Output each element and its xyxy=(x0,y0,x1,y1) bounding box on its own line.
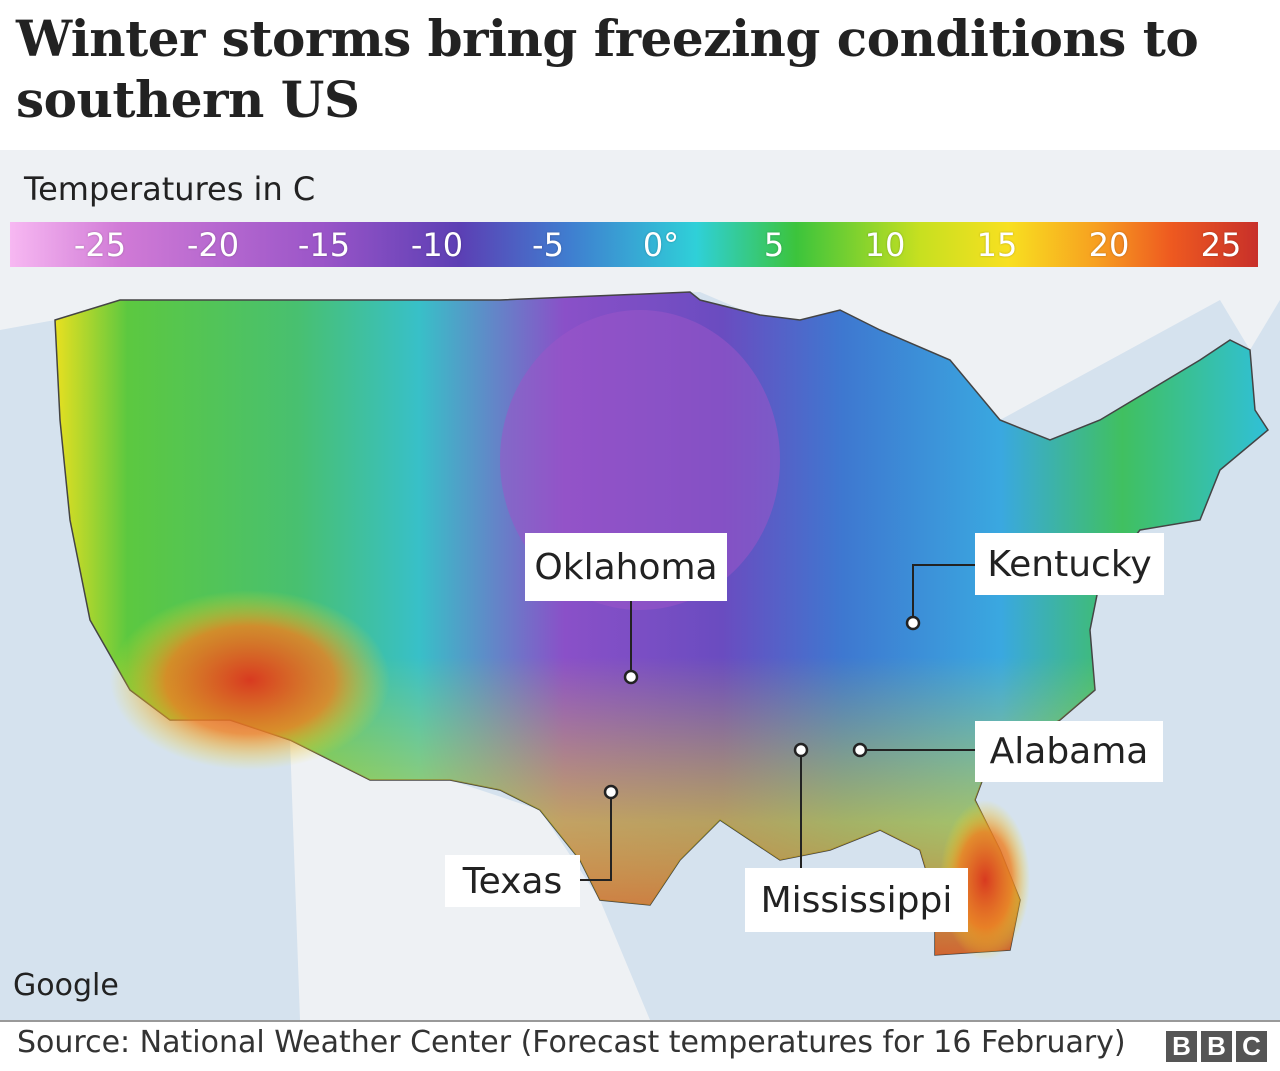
legend-label: 25 xyxy=(1200,226,1242,264)
legend-label: -20 xyxy=(186,226,240,264)
temperature-color-scale xyxy=(10,222,1258,267)
mississippi-marker xyxy=(793,742,809,758)
logo-letter: B xyxy=(1201,1031,1232,1062)
map-attribution: Google xyxy=(13,968,119,1003)
canada-mexico-land xyxy=(0,150,1280,1020)
legend-title: Temperatures in C xyxy=(24,170,316,208)
legend-label: 10 xyxy=(864,226,906,264)
kentucky-marker xyxy=(905,615,921,631)
legend-label: -5 xyxy=(532,226,564,264)
source-note: Source: National Weather Center (Forecas… xyxy=(17,1025,1126,1060)
texas-marker xyxy=(603,784,619,800)
legend-label: -10 xyxy=(410,226,464,264)
logo-letter: C xyxy=(1236,1031,1267,1062)
legend-label: 0° xyxy=(642,226,680,264)
callout-leaders xyxy=(580,564,975,881)
legend-label: 5 xyxy=(763,226,785,264)
alabama-marker xyxy=(852,742,868,758)
footer-divider xyxy=(0,1020,1280,1022)
callout-texas: Texas xyxy=(445,855,580,907)
callout-oklahoma: Oklahoma xyxy=(525,533,727,601)
map-svg xyxy=(0,150,1280,1020)
southwest-heat xyxy=(110,590,390,770)
callout-kentucky: Kentucky xyxy=(975,533,1164,595)
legend-label: -15 xyxy=(297,226,351,264)
logo-letter: B xyxy=(1166,1031,1197,1062)
kentucky-leader xyxy=(912,564,975,623)
callout-alabama: Alabama xyxy=(975,721,1163,782)
legend-label: -25 xyxy=(73,226,127,264)
headline: Winter storms bring freezing conditions … xyxy=(16,9,1199,129)
legend-label: 15 xyxy=(976,226,1018,264)
oklahoma-marker xyxy=(623,669,639,685)
legend-label: 20 xyxy=(1088,226,1130,264)
bbc-logo: B B C xyxy=(1166,1031,1267,1062)
texas-leader xyxy=(580,792,612,881)
callout-mississippi: Mississippi xyxy=(745,868,968,932)
